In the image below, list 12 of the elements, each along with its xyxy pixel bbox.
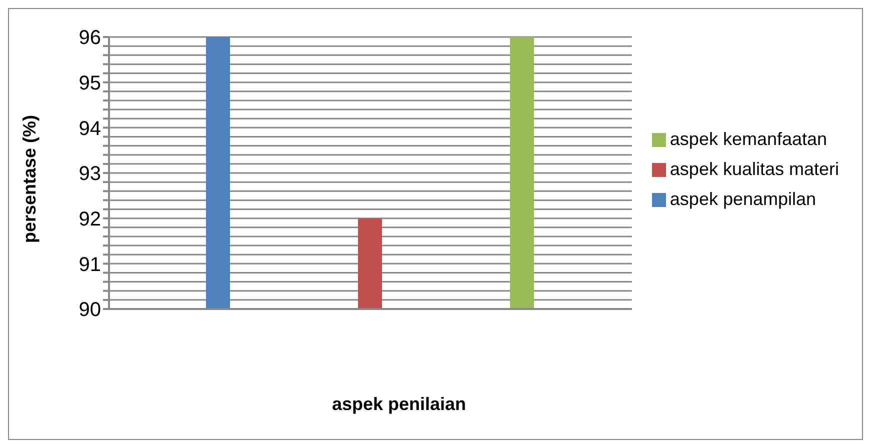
y-tick-label: 93 (78, 163, 101, 186)
y-tick-label: 94 (78, 118, 101, 140)
y-tick-label: 91 (78, 254, 101, 276)
y-tick-label: 95 (78, 72, 101, 94)
x-axis-title: aspek penilaian (330, 394, 468, 415)
legend-label: aspek kemanfaatan (670, 129, 828, 149)
y-tick-label: 90 (78, 299, 101, 322)
legend-label: aspek kualitas materi (670, 159, 839, 179)
y-tick-label: 92 (78, 208, 101, 230)
y-tick-label: 96 (78, 27, 101, 50)
legend-label: aspek penampilan (670, 189, 816, 209)
y-axis-title: persentase (%) (19, 114, 40, 243)
